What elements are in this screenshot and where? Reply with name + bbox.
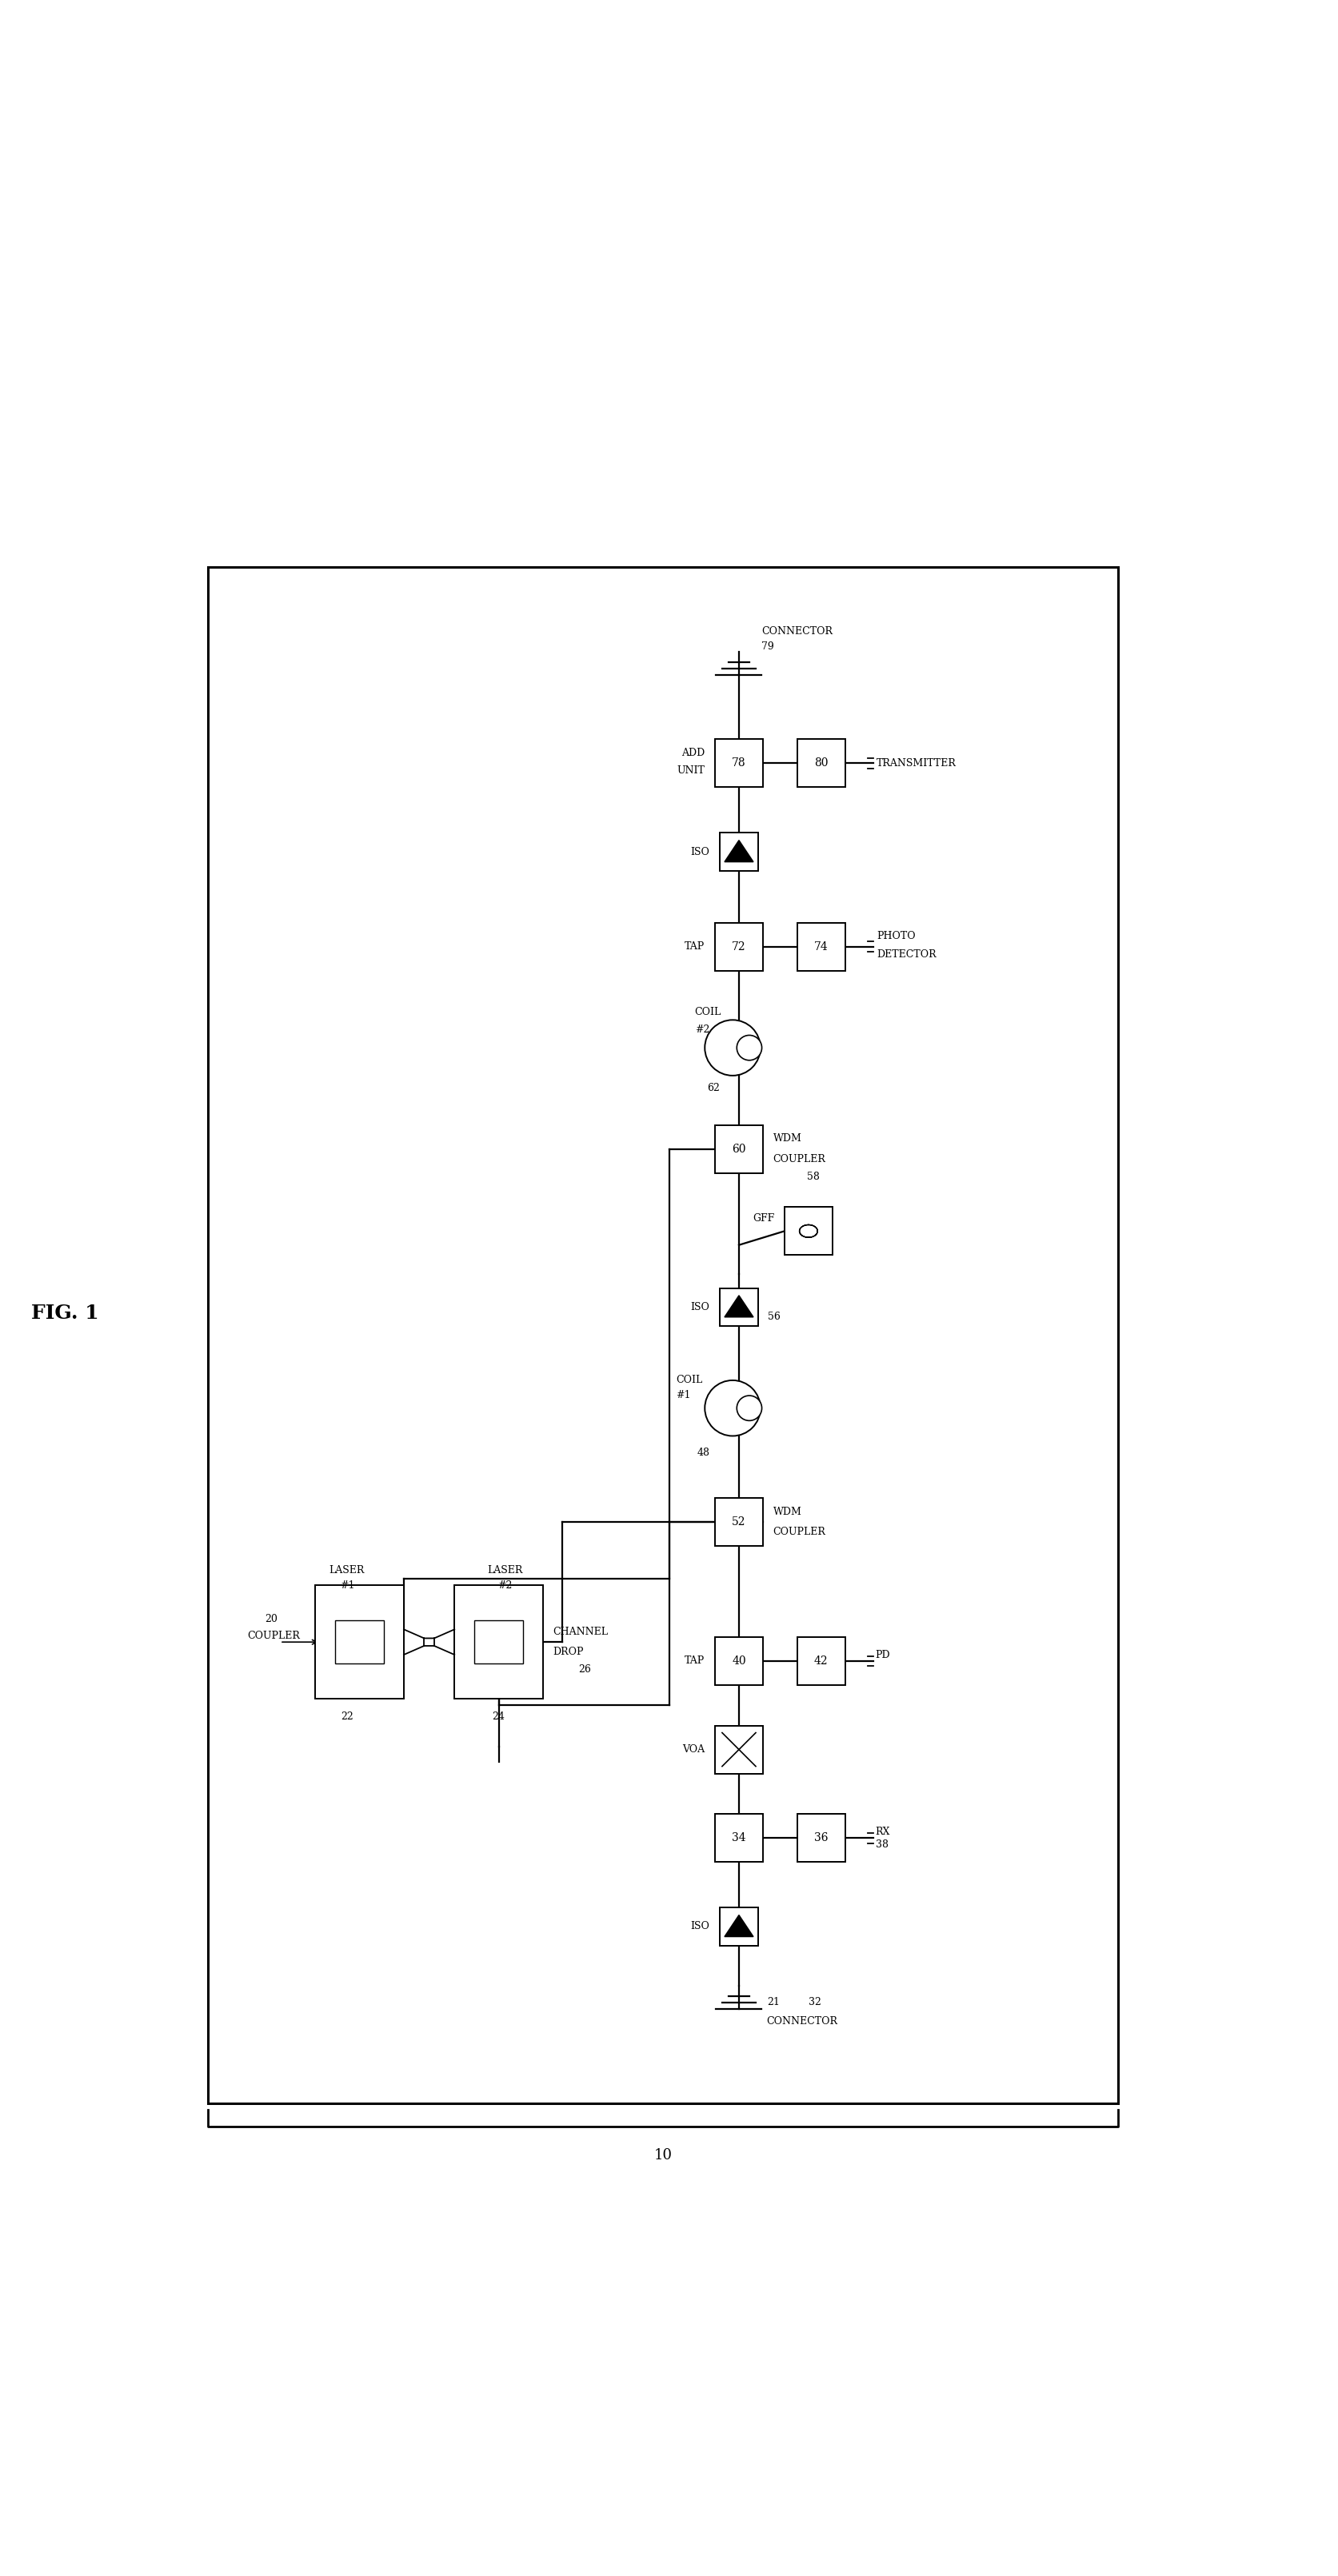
Text: 38: 38 xyxy=(875,1839,888,1850)
Text: WDM: WDM xyxy=(772,1133,801,1144)
Bar xyxy=(720,1288,757,1327)
Text: VOA: VOA xyxy=(682,1744,704,1754)
Text: #1: #1 xyxy=(340,1579,355,1589)
Bar xyxy=(796,1636,844,1685)
Bar xyxy=(796,739,844,788)
Circle shape xyxy=(736,1036,761,1061)
Circle shape xyxy=(736,1396,761,1419)
Text: PD: PD xyxy=(875,1649,890,1659)
Text: 79: 79 xyxy=(761,641,773,652)
Bar xyxy=(714,1814,763,1862)
Bar xyxy=(474,1620,523,1664)
Text: ISO: ISO xyxy=(690,1922,709,1932)
Bar xyxy=(207,567,1117,2105)
Text: 78: 78 xyxy=(732,757,745,768)
Text: 56: 56 xyxy=(768,1311,780,1321)
Bar xyxy=(454,1584,543,1700)
Bar xyxy=(720,832,757,871)
Text: #2: #2 xyxy=(694,1025,709,1036)
Polygon shape xyxy=(724,840,753,863)
Text: UNIT: UNIT xyxy=(677,765,704,775)
Text: LASER: LASER xyxy=(487,1564,522,1574)
Text: LASER: LASER xyxy=(329,1564,364,1574)
Text: 20: 20 xyxy=(265,1615,277,1625)
Text: 22: 22 xyxy=(340,1710,353,1721)
Text: 48: 48 xyxy=(697,1448,709,1458)
Text: 21: 21 xyxy=(767,1996,779,2007)
Text: FIG. 1: FIG. 1 xyxy=(31,1303,99,1324)
Polygon shape xyxy=(724,1914,753,1937)
Text: 72: 72 xyxy=(732,940,745,953)
Text: 58: 58 xyxy=(807,1172,819,1182)
Text: 40: 40 xyxy=(732,1656,745,1667)
Text: ADD: ADD xyxy=(681,747,704,757)
Bar xyxy=(714,1126,763,1172)
Text: 32: 32 xyxy=(808,1996,820,2007)
Text: 42: 42 xyxy=(814,1656,828,1667)
Bar xyxy=(796,922,844,971)
Bar xyxy=(720,1909,757,1945)
Text: RX: RX xyxy=(875,1826,890,1837)
Text: PHOTO: PHOTO xyxy=(876,933,915,943)
Text: COUPLER: COUPLER xyxy=(772,1528,826,1538)
Bar xyxy=(784,1208,832,1255)
Bar xyxy=(714,1636,763,1685)
Text: COIL: COIL xyxy=(694,1007,721,1018)
Text: TAP: TAP xyxy=(684,940,704,951)
Text: ISO: ISO xyxy=(690,1301,709,1311)
Text: 36: 36 xyxy=(814,1832,828,1844)
Text: COIL: COIL xyxy=(676,1376,702,1386)
Circle shape xyxy=(704,1381,760,1435)
Circle shape xyxy=(704,1020,760,1077)
Text: 26: 26 xyxy=(578,1664,590,1674)
Bar xyxy=(316,1584,404,1700)
Bar xyxy=(796,1814,844,1862)
Text: 62: 62 xyxy=(706,1082,720,1092)
Bar xyxy=(714,1497,763,1546)
Text: COUPLER: COUPLER xyxy=(248,1631,300,1641)
Text: DROP: DROP xyxy=(553,1646,583,1656)
Text: #2: #2 xyxy=(498,1579,512,1589)
Text: 34: 34 xyxy=(732,1832,745,1844)
Text: GFF: GFF xyxy=(752,1213,773,1224)
Text: 60: 60 xyxy=(732,1144,745,1154)
Text: CONNECTOR: CONNECTOR xyxy=(761,626,832,636)
Text: TAP: TAP xyxy=(684,1656,704,1667)
Bar xyxy=(714,1726,763,1772)
Text: DETECTOR: DETECTOR xyxy=(876,948,935,958)
Text: 10: 10 xyxy=(653,2148,672,2161)
Text: 24: 24 xyxy=(492,1710,504,1721)
Text: 80: 80 xyxy=(814,757,828,768)
Text: 74: 74 xyxy=(814,940,828,953)
Bar xyxy=(714,739,763,788)
Text: ISO: ISO xyxy=(690,848,709,858)
Text: TRANSMITTER: TRANSMITTER xyxy=(876,757,957,768)
Text: WDM: WDM xyxy=(772,1507,801,1517)
Text: #1: #1 xyxy=(676,1391,690,1401)
Polygon shape xyxy=(724,1296,753,1316)
Text: CONNECTOR: CONNECTOR xyxy=(767,2017,838,2027)
Text: COUPLER: COUPLER xyxy=(772,1154,826,1164)
Bar xyxy=(334,1620,384,1664)
Text: 52: 52 xyxy=(732,1517,745,1528)
Bar xyxy=(714,922,763,971)
Text: CHANNEL: CHANNEL xyxy=(553,1625,607,1638)
